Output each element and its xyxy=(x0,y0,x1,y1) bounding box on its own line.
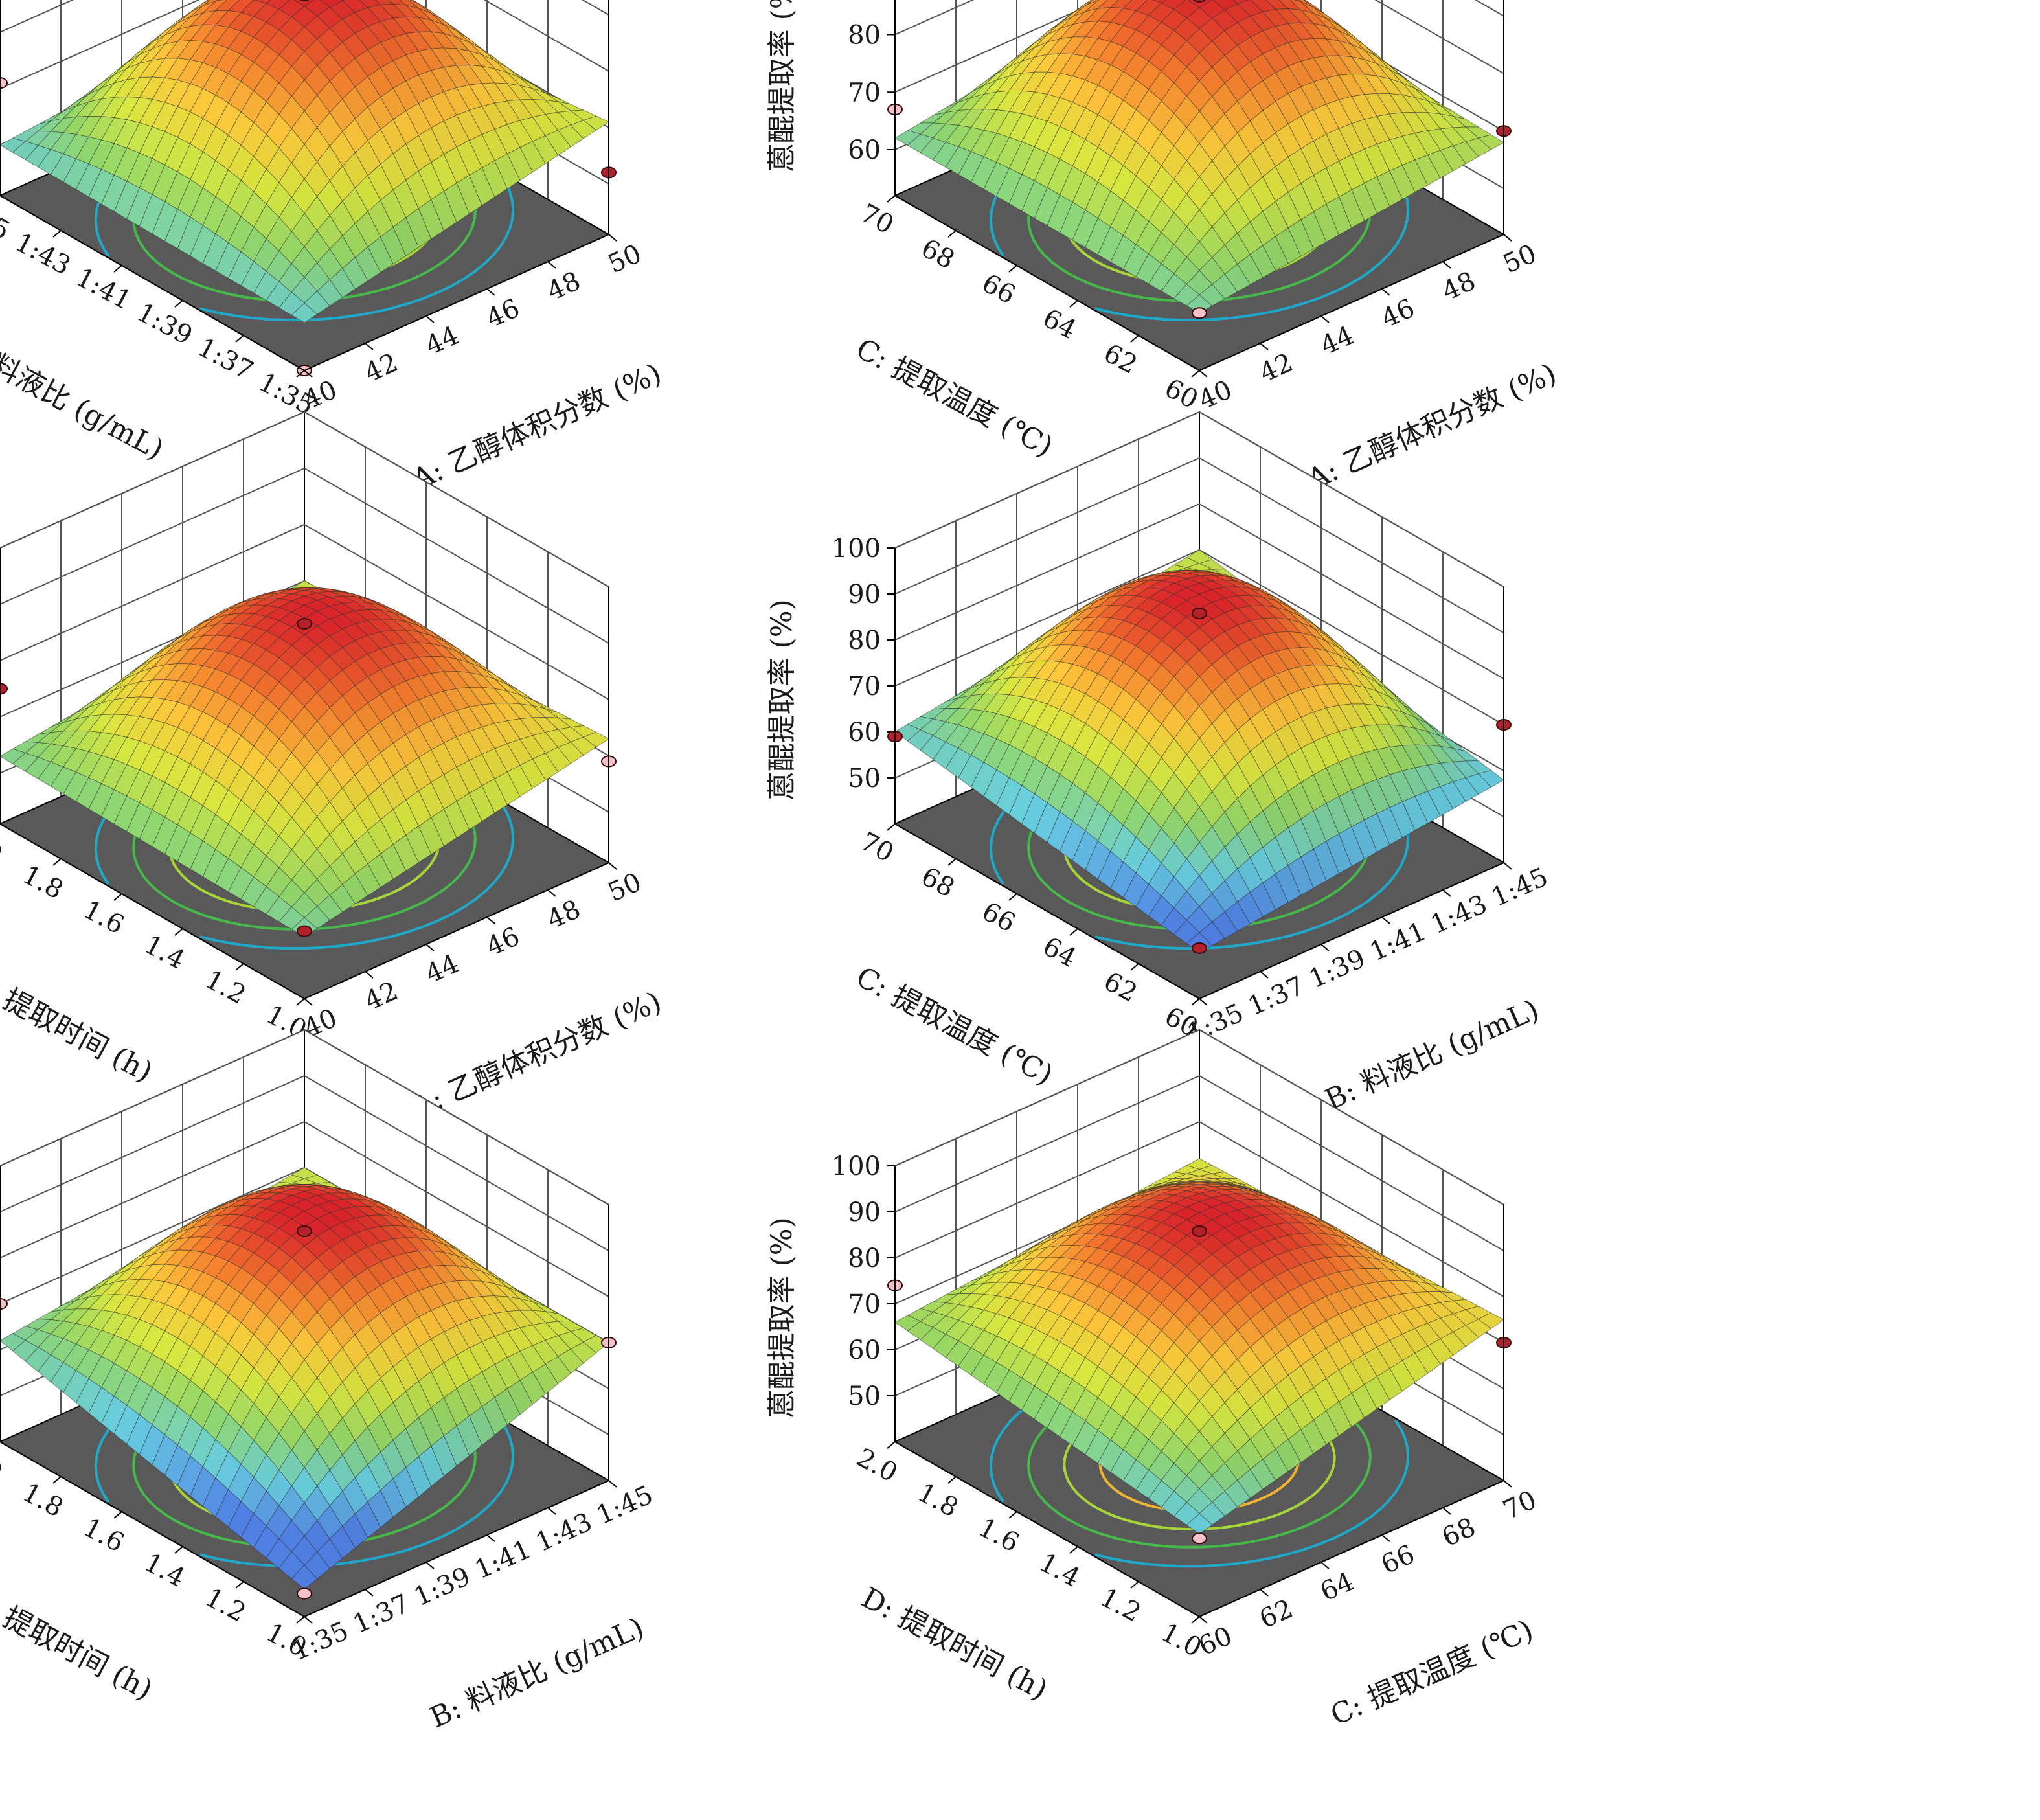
design-point-marker xyxy=(1192,1225,1207,1237)
response-surface xyxy=(0,1167,609,1589)
z-tick-label: 90 xyxy=(848,580,881,609)
design-point-marker xyxy=(297,617,312,630)
design-point-marker xyxy=(299,0,310,1)
response-surface xyxy=(894,1158,1504,1534)
z-tick-label: 100 xyxy=(832,1152,881,1181)
z-tick-label: 80 xyxy=(848,1244,881,1273)
design-point-marker xyxy=(0,1298,8,1310)
left-axis-tick-label: 2.0 xyxy=(0,1442,7,1488)
design-point-marker xyxy=(297,1225,312,1237)
z-tick-label: 70 xyxy=(848,672,881,701)
z-axis-title: 蒽醌提取率 (%) xyxy=(765,599,799,800)
left-axis-tick-label: 2.0 xyxy=(0,825,7,870)
design-point-marker xyxy=(1192,942,1207,954)
z-tick-label: 80 xyxy=(848,626,881,655)
z-tick-label: 50 xyxy=(848,764,881,793)
design-point-marker xyxy=(1192,307,1207,319)
z-axis-title: 蒽醌提取率 (%) xyxy=(765,1217,799,1418)
design-point-marker xyxy=(1192,608,1207,619)
z-tick-label: 100 xyxy=(832,534,881,563)
response-surface xyxy=(0,580,609,937)
design-point-marker xyxy=(0,77,8,89)
z-tick-label: 70 xyxy=(848,78,881,108)
response-surface xyxy=(894,549,1504,953)
response-surface xyxy=(0,0,609,323)
response-surface xyxy=(894,0,1504,313)
z-tick-label: 80 xyxy=(848,21,881,51)
z-tick-label: 50 xyxy=(848,1382,881,1411)
z-tick-label: 60 xyxy=(848,1336,881,1365)
z-tick-label: 60 xyxy=(848,135,881,165)
design-point-marker xyxy=(297,925,312,937)
design-point-marker xyxy=(1193,0,1206,3)
z-tick-label: 70 xyxy=(848,1290,881,1319)
z-tick-label: 90 xyxy=(848,1198,881,1227)
design-point-marker xyxy=(0,683,8,695)
z-tick-label: 60 xyxy=(848,718,881,747)
design-point-marker xyxy=(297,1587,312,1600)
design-point-marker xyxy=(1192,1532,1207,1545)
z-axis-title: 蒽醌提取率 (%) xyxy=(765,0,799,172)
